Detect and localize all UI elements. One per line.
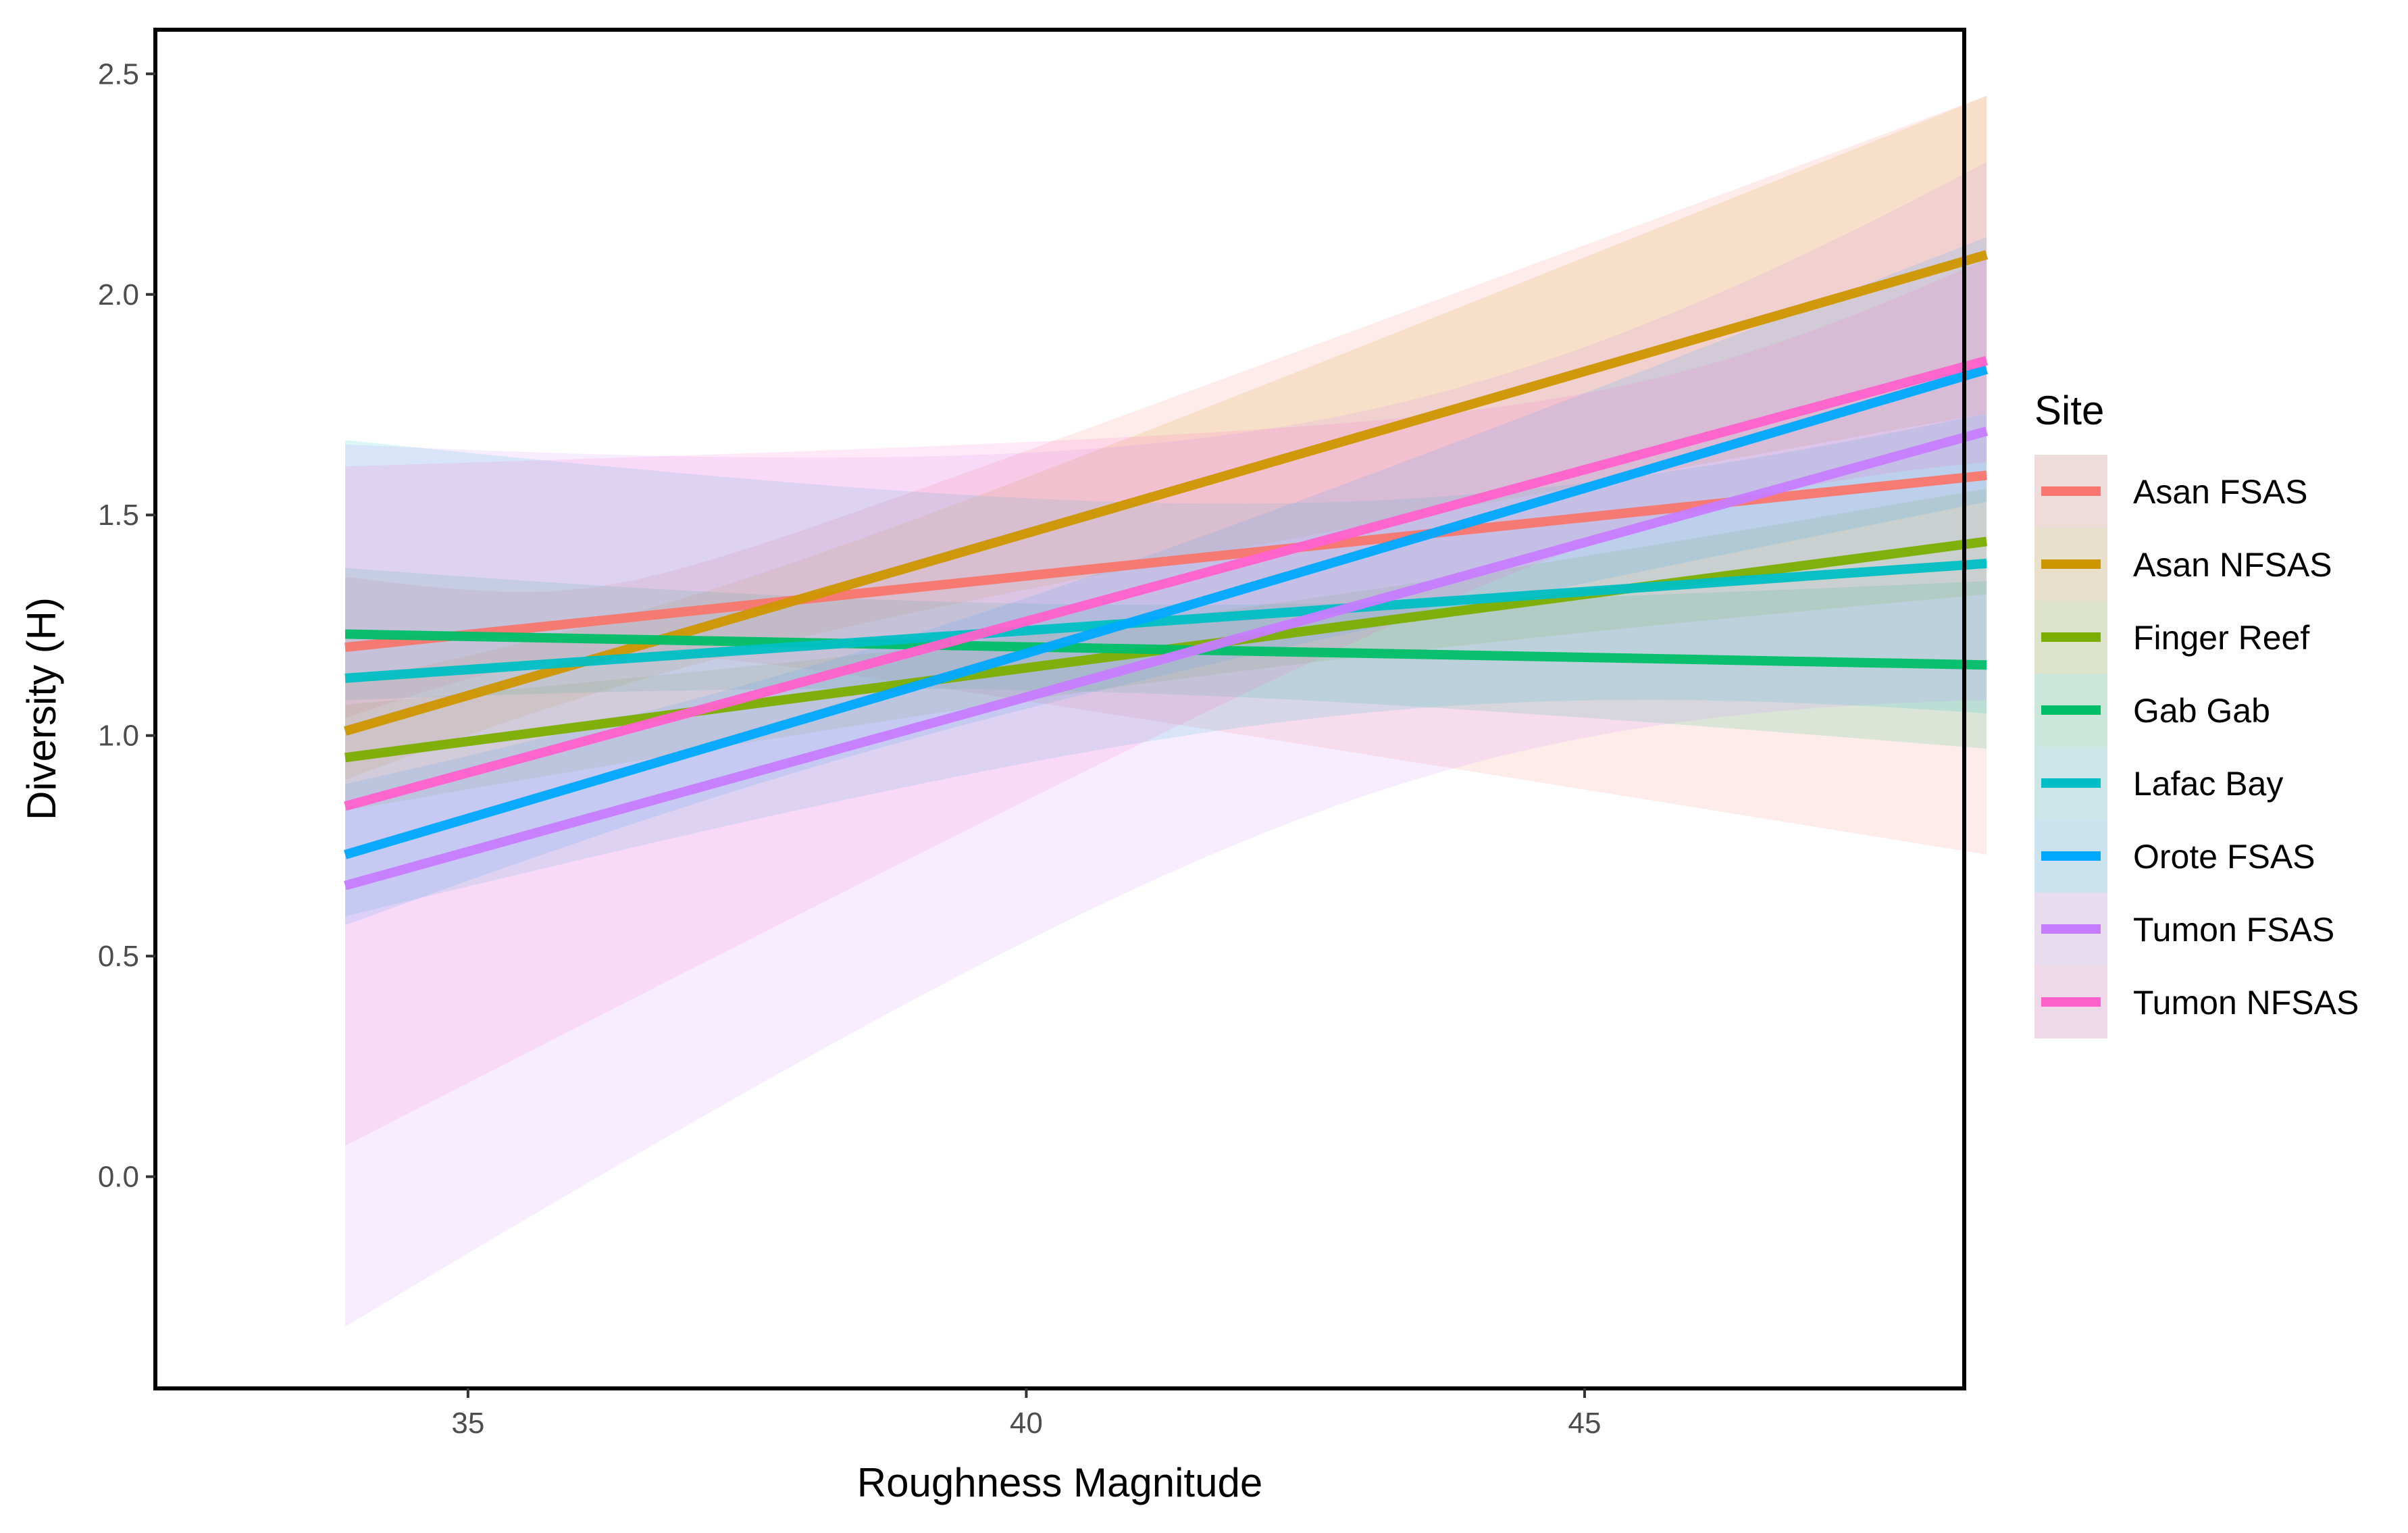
legend-label-asan-fsas: Asan FSAS <box>2133 473 2307 511</box>
confidence-band-tumon-fsas <box>345 161 1987 1327</box>
series-line-asan-nfsas <box>344 250 1989 736</box>
legend-title: Site <box>2034 388 2104 433</box>
confidence-band-asan-fsas <box>345 95 1987 855</box>
series-line-gab-gab <box>344 629 1987 670</box>
y-tick-label: 2.5 <box>98 57 139 91</box>
x-axis: 35 40 45 <box>451 1388 1601 1440</box>
y-tick-label: 0.5 <box>98 940 139 973</box>
y-tick-label: 0.0 <box>98 1161 139 1194</box>
y-axis-title: Diversity (H) <box>19 597 64 820</box>
legend-label-asan-nfsas: Asan NFSAS <box>2133 546 2332 584</box>
x-tick-label: 35 <box>451 1407 484 1440</box>
legend-key-background <box>2034 455 2107 1038</box>
x-tick-label: 45 <box>1568 1407 1601 1440</box>
confidence-band-tumon-nfsas <box>345 259 1987 1146</box>
confidence-band-lafac-bay <box>345 413 1987 917</box>
legend-label-lafac-bay: Lafac Bay <box>2133 765 2283 803</box>
plot-panel-border <box>153 28 1966 1390</box>
legend: Site Asan FSAS Asan NFSAS Finger Reef Gab G… <box>2034 388 2359 1038</box>
y-axis: 0.0 0.5 1.0 1.5 2.0 2.5 <box>98 57 155 1194</box>
legend-label-finger-reef: Finger Reef <box>2133 619 2309 657</box>
y-tick-label: 1.5 <box>98 499 139 532</box>
series-line-tumon-fsas <box>344 426 1988 890</box>
regression-lines <box>344 250 1989 890</box>
series-line-lafac-bay <box>344 559 1987 683</box>
series-line-tumon-nfsas <box>344 355 1988 811</box>
legend-label-orote-fsas: Orote FSAS <box>2133 838 2315 876</box>
legend-label-tumon-fsas: Tumon FSAS <box>2133 911 2334 949</box>
y-tick-label: 2.0 <box>98 278 139 311</box>
series-line-orote-fsas <box>344 365 1989 859</box>
legend-label-gab-gab: Gab Gab <box>2133 692 2270 730</box>
y-tick-label: 1.0 <box>98 720 139 753</box>
x-tick-label: 40 <box>1010 1407 1043 1440</box>
x-axis-title: Roughness Magnitude <box>857 1460 1262 1505</box>
legend-label-tumon-nfsas: Tumon NFSAS <box>2133 984 2359 1022</box>
